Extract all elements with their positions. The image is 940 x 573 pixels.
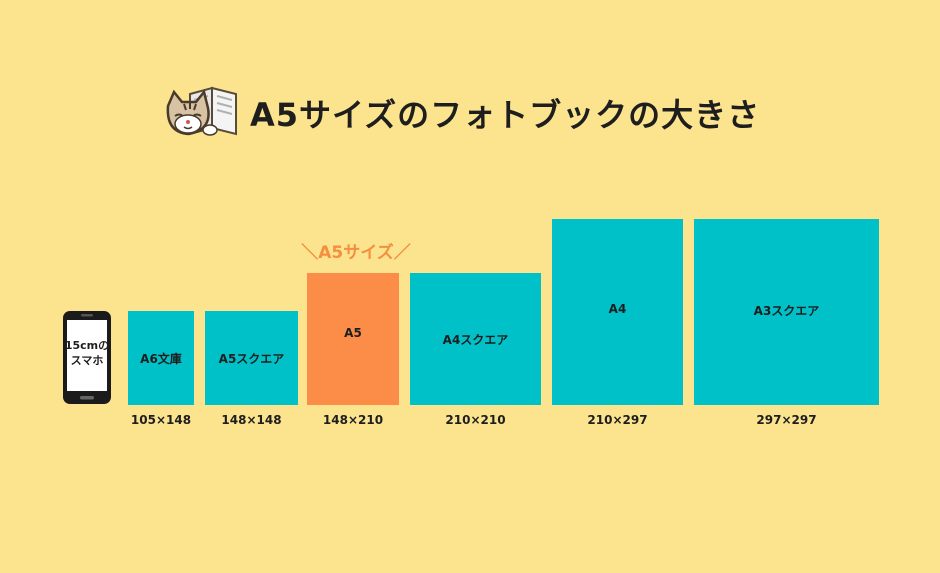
phone-label-line1: 15cmの bbox=[64, 339, 110, 352]
title-row: A5サイズのフォトブックの大きさ bbox=[0, 84, 940, 144]
format-box-a4-square: A4スクエア bbox=[410, 273, 541, 405]
format-size: 148×148 bbox=[221, 413, 282, 427]
format-name: A4 bbox=[608, 302, 627, 316]
format-size: 105×148 bbox=[130, 413, 192, 427]
highlight-label: ＼A5サイズ／ bbox=[301, 243, 411, 263]
format-size: 210×210 bbox=[445, 413, 506, 427]
format-size: 210×297 bbox=[587, 413, 648, 427]
page-title: A5サイズのフォトブックの大きさ bbox=[250, 96, 761, 134]
format-size: 297×297 bbox=[756, 413, 817, 427]
format-box-a3-square: A3スクエア bbox=[694, 219, 879, 405]
smartphone-icon bbox=[63, 311, 111, 404]
format-box-a4: A4 bbox=[552, 219, 683, 405]
cat-reading-book-icon bbox=[166, 86, 237, 136]
format-box-a5-square: A5スクエア bbox=[205, 311, 298, 405]
phone-label-line2: スマホ bbox=[70, 354, 104, 367]
format-size: 148×210 bbox=[322, 413, 384, 427]
format-name: A5スクエア bbox=[218, 351, 285, 366]
format-name: A4スクエア bbox=[442, 332, 509, 347]
format-name: A6文庫 bbox=[140, 351, 182, 366]
format-name: A3スクエア bbox=[753, 304, 820, 318]
format-box-a5: A5 bbox=[307, 273, 399, 405]
phone-label: 15cmの スマホ bbox=[61, 338, 113, 368]
format-box-a6-bunko: A6文庫 bbox=[128, 311, 194, 405]
format-name: A5 bbox=[344, 326, 362, 340]
